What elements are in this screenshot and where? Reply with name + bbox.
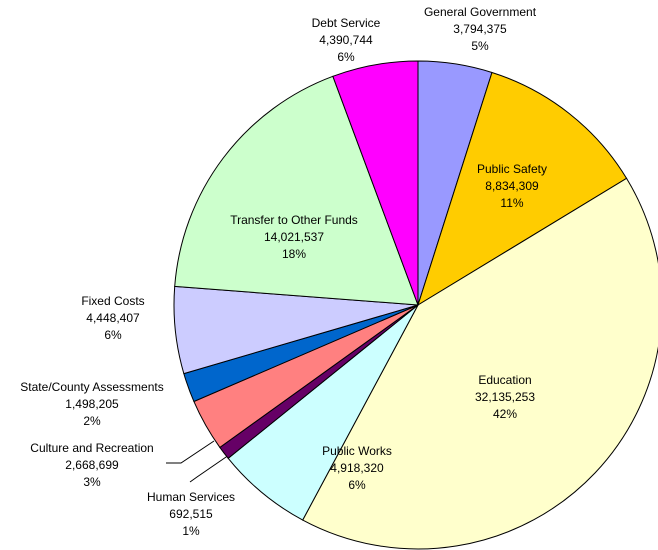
slice-value: 4,390,744 [319,33,373,47]
slice-value: 8,834,309 [485,179,539,193]
slice-percent: 1% [182,524,200,538]
slice-label: State/County Assessments [20,380,163,394]
pie-slice [174,75,419,306]
slice-value: 14,021,537 [264,230,324,244]
slice-label: Debt Service [312,16,381,30]
slice-percent: 5% [471,39,489,53]
slice-label: Education [478,373,531,387]
pie-slice [332,60,419,306]
slice-label: Fixed Costs [81,294,144,308]
slice-value: 2,668,699 [65,458,119,472]
slice-percent: 2% [83,414,101,428]
leader-line [166,440,215,464]
slice-value: 692,515 [169,507,213,521]
slice-label: Public Safety [477,162,547,176]
slice-percent: 3% [83,475,101,489]
slice-percent: 6% [104,328,122,342]
slice-value: 32,135,253 [475,390,535,404]
slice-value: 3,794,375 [453,22,507,36]
slice-percent: 18% [282,247,306,261]
slice-label: Human Services [147,490,235,504]
slice-label: General Government [424,5,537,19]
slice-percent: 6% [348,478,366,492]
slice-label: Public Works [322,444,392,458]
leader-line [189,454,230,483]
slice-percent: 42% [493,407,517,421]
slice-value: 1,498,205 [65,397,119,411]
slice-label: Culture and Recreation [30,441,153,455]
pie-slice [417,71,628,307]
slice-value: 4,448,407 [86,311,140,325]
slice-value: 4,918,320 [330,461,384,475]
slice-label: Transfer to Other Funds [230,213,358,227]
slice-percent: 6% [337,50,355,64]
slice-percent: 11% [500,196,523,210]
